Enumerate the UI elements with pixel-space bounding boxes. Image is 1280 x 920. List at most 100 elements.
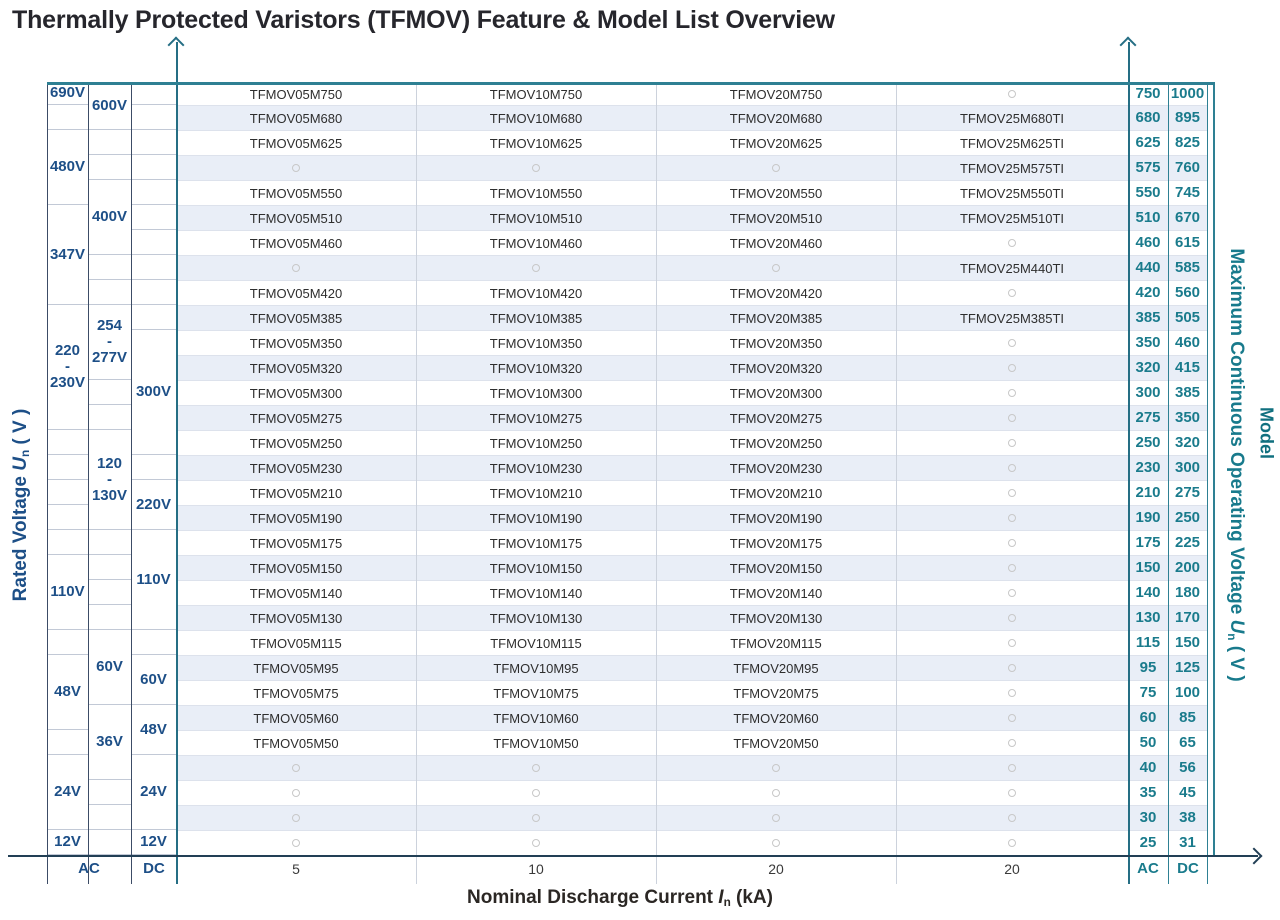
model-cell: TFMOV20M60 <box>733 711 819 726</box>
model-cell: TFMOV05M350 <box>249 336 343 351</box>
model-cell: TFMOV25M440TI <box>959 261 1065 276</box>
rated-voltage-ac-cell <box>47 480 88 505</box>
empty-model-dot <box>1008 238 1016 247</box>
row-stripe <box>176 155 1207 180</box>
empty-model-dot <box>532 763 540 772</box>
row-stripe <box>176 755 1207 780</box>
x-tick-10: 10 <box>528 861 544 877</box>
mcov-ac-cell: 50 <box>1139 734 1157 751</box>
row-stripe <box>176 505 1207 530</box>
mcov-dc-cell: 250 <box>1174 509 1201 526</box>
model-cell: TFMOV10M60 <box>493 711 579 726</box>
model-cell: TFMOV10M625 <box>489 136 583 151</box>
empty-model-dot <box>292 813 300 822</box>
model-cell: TFMOV05M175 <box>249 536 343 551</box>
mcov-dc-cell: 65 <box>1179 734 1196 751</box>
row-gridline <box>176 805 1207 806</box>
model-cell: TFMOV20M130 <box>729 611 823 626</box>
mcov-ac-cell: 140 <box>1135 584 1161 601</box>
mcov-dc-cell: 895 <box>1174 109 1201 126</box>
mcov-ac-cell: 320 <box>1135 359 1161 376</box>
row-gridline <box>176 380 1207 381</box>
empty-model-dot <box>1008 813 1016 822</box>
empty-model-dot <box>1008 89 1016 98</box>
mcov-dc-cell: 615 <box>1174 234 1201 251</box>
x-axis-pre: Nominal Discharge Current <box>467 887 719 908</box>
mcov-ac-cell: 350 <box>1135 334 1161 351</box>
model-cell: TFMOV25M680TI <box>959 111 1065 126</box>
row-gridline <box>176 430 1207 431</box>
empty-model-dot <box>532 163 540 172</box>
grid-vline <box>656 82 657 884</box>
model-cell: TFMOV20M150 <box>729 561 823 576</box>
model-cell: TFMOV20M140 <box>729 586 823 601</box>
voltage-span-label: 12V <box>140 833 167 850</box>
row-stripe <box>176 105 1207 130</box>
empty-model-dot <box>292 788 300 797</box>
mcov-dc-cell: 45 <box>1179 784 1196 801</box>
rated-voltage-ac2-cell: 400V <box>88 180 131 255</box>
model-cell: TFMOV10M750 <box>489 87 583 102</box>
row-stripe <box>176 205 1207 230</box>
model-cell: TFMOV05M385 <box>249 311 343 326</box>
rated-voltage-dc-cell <box>131 230 176 255</box>
model-cell: TFMOV20M175 <box>729 536 823 551</box>
x-axis-symbol: I <box>718 887 724 908</box>
mcov-ac-cell: 420 <box>1135 284 1161 301</box>
mcov-ac-cell: 385 <box>1135 309 1161 326</box>
rated-voltage-dc-cell <box>131 305 176 330</box>
model-cell: TFMOV25M510TI <box>959 211 1065 226</box>
empty-model-dot <box>772 838 780 847</box>
mcov-ac-cell: 230 <box>1135 459 1161 476</box>
mcov-ac-cell: 175 <box>1135 534 1161 551</box>
row-gridline <box>176 180 1207 181</box>
model-cell: TFMOV05M95 <box>253 661 339 676</box>
voltage-span-label: 24V <box>54 783 81 800</box>
voltage-span-label: 254 - 277V <box>91 317 128 366</box>
model-cell: TFMOV10M300 <box>489 386 583 401</box>
model-cell: TFMOV25M385TI <box>959 311 1065 326</box>
row-stripe <box>176 355 1207 380</box>
footer-left-dc-label: DC <box>143 860 165 877</box>
empty-model-dot <box>1008 688 1016 697</box>
row-stripe <box>176 605 1207 630</box>
model-cell: TFMOV10M250 <box>489 436 583 451</box>
rated-voltage-ac2-cell <box>88 580 131 605</box>
mcov-dc-cell: 38 <box>1179 809 1196 826</box>
model-cell: TFMOV20M625 <box>729 136 823 151</box>
model-cell: TFMOV20M75 <box>733 686 819 701</box>
model-cell: TFMOV10M175 <box>489 536 583 551</box>
empty-model-dot <box>1008 538 1016 547</box>
row-gridline <box>176 630 1207 631</box>
mcov-ac-cell: 25 <box>1139 834 1157 851</box>
empty-model-dot <box>772 813 780 822</box>
rated-voltage-dc-cell: 48V <box>131 705 176 755</box>
model-cell: TFMOV05M190 <box>249 511 343 526</box>
voltage-span-label: 48V <box>140 720 167 738</box>
model-cell: TFMOV10M190 <box>489 511 583 526</box>
model-cell: TFMOV10M350 <box>489 336 583 351</box>
rated-voltage-dc-cell <box>131 105 176 130</box>
mcov-ac-cell: 190 <box>1135 509 1161 526</box>
rated-voltage-ac2-cell <box>88 605 131 630</box>
voltage-span-label: 600V <box>91 96 128 114</box>
row-gridline <box>176 580 1207 581</box>
voltage-span-label: 60V <box>96 658 123 675</box>
mcov-ac-cell: 625 <box>1135 134 1161 151</box>
mcov-ac-cell: 60 <box>1139 709 1157 726</box>
mcov-ac-cell: 210 <box>1135 484 1161 501</box>
grid-vline <box>1213 82 1215 855</box>
x-axis-post: (kA) <box>730 887 773 908</box>
rated-voltage-ac-cell: 690V <box>47 82 88 105</box>
mcov-dc-cell: 560 <box>1174 284 1201 301</box>
mcov-dc-cell: 56 <box>1179 759 1196 776</box>
model-cell: TFMOV10M275 <box>489 411 583 426</box>
mcov-ac-cell: 460 <box>1135 234 1161 251</box>
rated-voltage-ac2-cell: 600V <box>88 82 131 130</box>
rated-voltage-ac-cell <box>47 430 88 455</box>
grid-vline <box>88 82 89 884</box>
empty-model-dot <box>1008 338 1016 347</box>
empty-model-dot <box>1008 513 1016 522</box>
x-tick-5: 5 <box>292 861 300 877</box>
